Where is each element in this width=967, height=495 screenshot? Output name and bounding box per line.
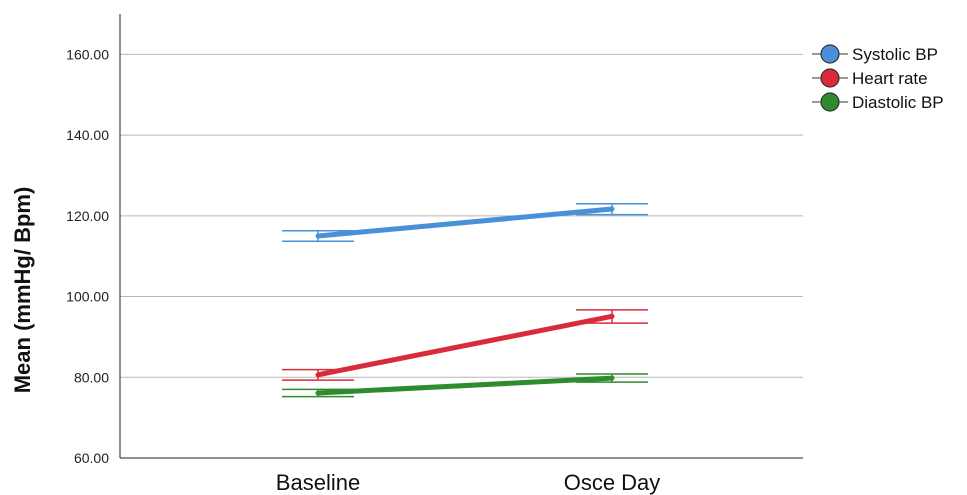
y-tick-label: 80.00: [74, 369, 109, 385]
data-point: [315, 372, 321, 378]
axes: [119, 14, 803, 459]
legend-item: Diastolic BP: [812, 92, 944, 112]
x-category-labels: Baseline Osce Day: [276, 470, 660, 495]
data-point: [609, 313, 615, 319]
series-heart-rate: [282, 309, 648, 381]
legend-label: Diastolic BP: [852, 93, 944, 112]
y-tick-label: 120.00: [66, 208, 109, 224]
series-diastolic-bp: [282, 373, 648, 398]
series-line: [317, 313, 613, 378]
series-line: [317, 375, 613, 396]
legend-label: Heart rate: [852, 69, 928, 88]
data-point: [315, 390, 321, 396]
legend-label: Systolic BP: [852, 45, 938, 64]
legend-marker: [820, 92, 840, 112]
data-point: [609, 375, 615, 381]
y-axis-label: Mean (mmHg/ Bpm): [10, 187, 35, 394]
legend: Systolic BP Heart rate Diastolic BP: [812, 44, 944, 112]
x-category-label: Osce Day: [564, 470, 661, 495]
series-line: [317, 206, 613, 239]
series-lines: [282, 202, 648, 398]
y-tick-label: 100.00: [66, 289, 109, 305]
x-category-label: Baseline: [276, 470, 360, 495]
y-tick-label: 60.00: [74, 450, 109, 466]
data-point: [609, 206, 615, 212]
legend-marker: [820, 68, 840, 88]
legend-item: Heart rate: [812, 68, 928, 88]
data-point: [315, 233, 321, 239]
y-tick-labels: 60.00 80.00 100.00 120.00 140.00 160.00: [66, 46, 109, 466]
legend-marker: [820, 44, 840, 64]
grid-lines: [120, 53, 803, 378]
y-tick-label: 140.00: [66, 127, 109, 143]
legend-item: Systolic BP: [812, 44, 938, 64]
series-systolic-bp: [282, 202, 648, 242]
y-tick-label: 160.00: [66, 46, 109, 62]
